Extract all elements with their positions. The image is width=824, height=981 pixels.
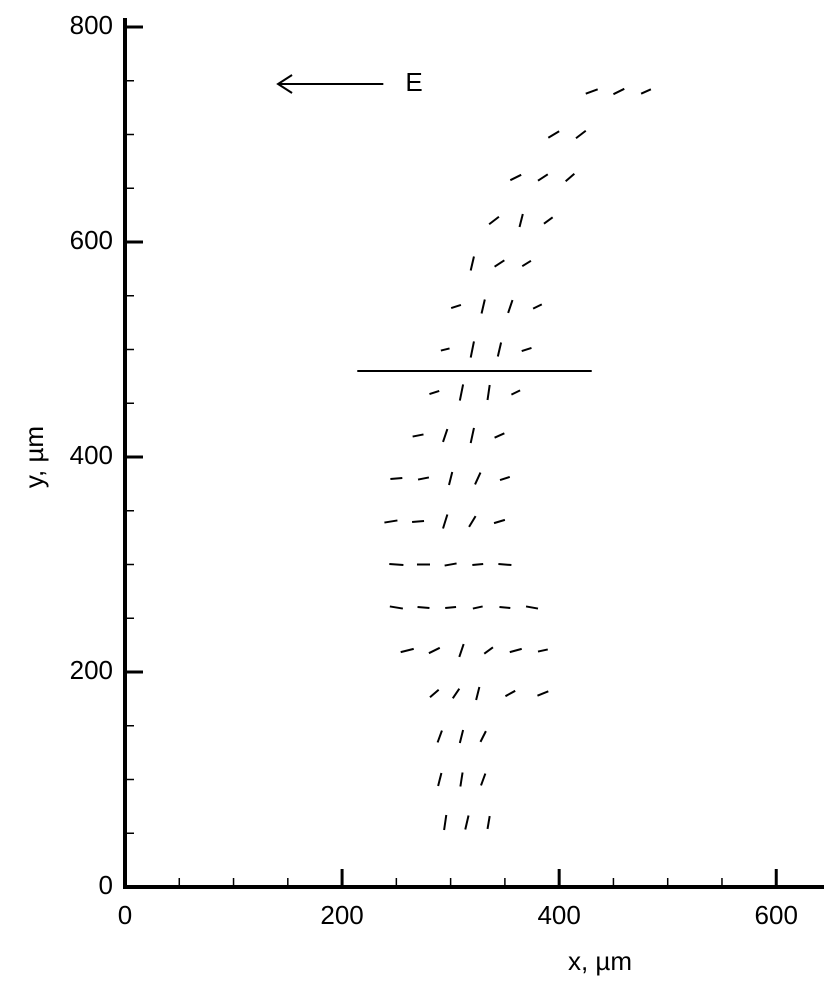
vector — [472, 562, 484, 567]
vector — [412, 433, 424, 438]
vector — [450, 303, 462, 310]
vector — [479, 730, 487, 743]
vector — [496, 342, 503, 357]
vector — [442, 428, 449, 443]
vector — [411, 519, 425, 524]
vector — [444, 562, 457, 567]
x-tick-label: 600 — [755, 900, 798, 930]
vector — [483, 646, 494, 655]
vector — [585, 88, 599, 95]
vector — [475, 686, 481, 701]
vector — [543, 216, 554, 225]
vector — [417, 476, 430, 481]
vector — [480, 299, 486, 314]
y-tick-label: 200 — [70, 655, 113, 685]
vector — [525, 605, 539, 610]
vector — [390, 476, 403, 481]
vector — [458, 729, 465, 744]
vector — [429, 688, 440, 699]
y-tick-label: 400 — [70, 440, 113, 470]
vector — [474, 472, 482, 485]
vector — [464, 815, 470, 830]
vector — [640, 88, 652, 95]
y-axis-label: y, µm — [19, 426, 49, 488]
vector — [469, 256, 475, 271]
vector — [468, 515, 477, 528]
vector — [537, 173, 549, 182]
x-tick-label: 0 — [118, 900, 132, 930]
vector — [532, 303, 543, 310]
vector — [459, 772, 464, 787]
y-tick-label: 800 — [70, 10, 113, 40]
vector — [521, 259, 532, 268]
vector — [612, 87, 625, 96]
vector — [494, 259, 505, 268]
vector — [509, 173, 522, 182]
vector — [565, 172, 576, 183]
vector — [445, 605, 457, 610]
vector — [499, 605, 511, 610]
vector — [510, 389, 521, 396]
x-axis-label: x, µm — [568, 946, 632, 976]
x-tick-label: 200 — [320, 900, 363, 930]
vector — [518, 213, 524, 228]
vector — [443, 814, 448, 831]
vector — [494, 432, 505, 439]
y-tick-label: 600 — [70, 225, 113, 255]
vector — [499, 475, 511, 482]
vector — [537, 690, 549, 697]
vector — [451, 688, 461, 699]
y-tick-label: 0 — [99, 870, 113, 900]
vector — [575, 129, 587, 140]
vector — [384, 519, 398, 524]
arrow-head — [276, 74, 293, 94]
vector — [400, 647, 414, 654]
vector — [537, 648, 548, 653]
vector — [504, 689, 516, 698]
vector — [389, 605, 404, 610]
vector — [389, 562, 404, 567]
vector — [469, 427, 475, 444]
vector — [458, 643, 465, 658]
annotation-label: E — [405, 67, 422, 97]
vector — [437, 772, 443, 787]
vector — [448, 471, 454, 486]
vector — [429, 389, 440, 396]
vector — [547, 130, 560, 139]
vector — [469, 341, 475, 358]
vector — [440, 347, 450, 352]
vector — [493, 518, 506, 525]
vector — [509, 647, 522, 654]
vector — [472, 605, 483, 610]
vector — [436, 730, 443, 743]
vector — [486, 815, 491, 830]
vector — [521, 346, 532, 353]
vector — [488, 215, 500, 226]
vector — [480, 773, 487, 786]
vector — [458, 384, 465, 401]
vector — [442, 514, 449, 529]
x-tick-label: 400 — [537, 900, 580, 930]
vector — [417, 605, 430, 610]
vector — [507, 299, 514, 314]
vector — [498, 562, 512, 567]
vector — [486, 384, 491, 401]
vector — [428, 646, 441, 655]
